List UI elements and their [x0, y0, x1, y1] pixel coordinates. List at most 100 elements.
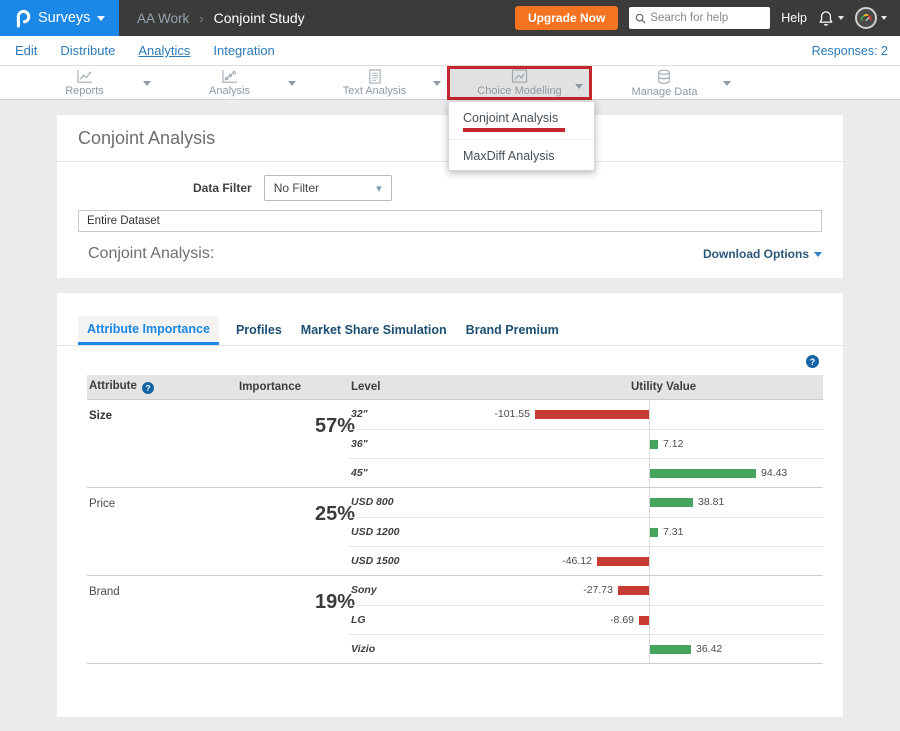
- nav-item-edit[interactable]: Edit: [15, 43, 38, 58]
- utility-bar-cell: 38.81: [449, 488, 823, 517]
- nav-item-analytics[interactable]: Analytics: [138, 43, 191, 58]
- level-label: 32": [351, 408, 368, 420]
- chevron-down-icon: [814, 251, 822, 257]
- utility-bar-cell: 94.43: [449, 459, 823, 488]
- breadcrumb-separator-icon: ›: [199, 10, 204, 26]
- importance-value: 19%: [315, 591, 356, 613]
- chevron-down-icon: [97, 15, 106, 21]
- notifications-button[interactable]: [818, 10, 844, 27]
- utility-bar-cell: -46.12: [449, 547, 823, 576]
- tab-profiles[interactable]: Profiles: [235, 323, 282, 337]
- utility-value-label: 7.12: [663, 438, 684, 450]
- toolbar-label: Manage Data: [631, 85, 698, 98]
- zero-axis-line: [649, 400, 650, 487]
- nav-item-distribute[interactable]: Distribute: [60, 43, 116, 58]
- positive-utility-bar: [650, 440, 658, 449]
- attribute-name: Size: [89, 410, 113, 422]
- level-label: Vizio: [351, 643, 376, 655]
- chevron-down-icon: ▾: [376, 182, 382, 195]
- section-nav: Edit Distribute Analytics Integration Re…: [0, 36, 900, 66]
- chevron-down-icon[interactable]: [723, 81, 731, 86]
- toolbar-item-choice-modelling[interactable]: Choice Modelling: [447, 66, 592, 100]
- level-row: USD 800 38.81: [349, 488, 823, 517]
- toolbar-item-reports[interactable]: Reports: [12, 66, 157, 100]
- upgrade-now-button[interactable]: Upgrade Now: [514, 6, 619, 30]
- level-label: Sony: [351, 584, 377, 596]
- toolbar-label: Reports: [65, 85, 104, 97]
- nav-item-integration[interactable]: Integration: [213, 43, 275, 58]
- chevron-down-icon[interactable]: [143, 81, 151, 86]
- toolbar-label: Choice Modelling: [477, 85, 562, 97]
- zero-axis-line: [649, 576, 650, 663]
- positive-utility-bar: [650, 528, 658, 537]
- search-input[interactable]: [650, 12, 761, 24]
- data-filter-row: Data Filter No Filter ▾: [57, 162, 843, 201]
- utility-bar-cell: -27.73: [449, 576, 823, 605]
- data-filter-label: Data Filter: [193, 181, 252, 195]
- results-tabs: Attribute Importance Profiles Market Sha…: [57, 316, 843, 346]
- topbar-right-group: Upgrade Now Help: [514, 6, 900, 30]
- chevron-down-icon[interactable]: [433, 81, 441, 86]
- header-attribute-label: Attribute: [89, 380, 137, 392]
- utility-table: Attribute? Importance Level Utility Valu…: [87, 375, 823, 664]
- level-row: Sony -27.73: [349, 576, 823, 605]
- responses-count[interactable]: Responses: 2: [811, 43, 888, 58]
- levels-column: Sony -27.73 LG -8.69 Vizio 36.42: [349, 576, 823, 663]
- zero-axis-line: [649, 488, 650, 575]
- search-icon: [635, 13, 646, 24]
- chevron-down-icon: [881, 16, 887, 20]
- annotation-red-underline: [463, 128, 565, 132]
- utility-bar-cell: 36.42: [449, 635, 823, 664]
- database-icon: [658, 69, 671, 84]
- analytics-toolbar: Reports Analysis Text Analysis: [0, 66, 900, 100]
- toolbar-label: Text Analysis: [342, 85, 407, 97]
- breadcrumb-folder[interactable]: AA Work: [137, 10, 190, 26]
- tab-attribute-importance[interactable]: Attribute Importance: [78, 316, 219, 345]
- level-label: 45": [351, 467, 368, 479]
- toolbar-label: Analysis: [209, 85, 250, 97]
- tab-market-share-simulation[interactable]: Market Share Simulation: [300, 323, 447, 337]
- help-question-icon[interactable]: ?: [806, 355, 819, 368]
- chevron-down-icon[interactable]: [288, 81, 296, 86]
- table-help-row: ?: [57, 346, 843, 373]
- chevron-down-icon[interactable]: [575, 84, 583, 89]
- line-chart-icon: [77, 69, 92, 83]
- download-options-label: Download Options: [703, 247, 809, 261]
- download-options-button[interactable]: Download Options: [703, 247, 822, 261]
- help-search-box[interactable]: [629, 7, 771, 29]
- page-title: Conjoint Analysis: [78, 128, 216, 148]
- menu-item-conjoint-analysis[interactable]: Conjoint Analysis: [449, 102, 594, 139]
- menu-item-maxdiff-analysis[interactable]: MaxDiff Analysis: [449, 139, 594, 170]
- utility-bar-cell: 7.12: [449, 430, 823, 459]
- header-level: Level: [351, 381, 381, 393]
- negative-utility-bar: [618, 586, 649, 595]
- toolbar-item-analysis[interactable]: Analysis: [157, 66, 302, 100]
- level-row: 32" -101.55: [349, 400, 823, 429]
- surveys-menu[interactable]: Surveys: [0, 0, 119, 36]
- attribute-group: Brand 19% Sony -27.73 LG -8.69 Vizio 36.42: [87, 575, 823, 663]
- attribute-help-icon[interactable]: ?: [141, 382, 154, 394]
- levels-column: 32" -101.55 36" 7.12 45" 94.43: [349, 400, 823, 487]
- section-heading-row: Conjoint Analysis: Download Options: [57, 232, 843, 278]
- level-row: 45" 94.43: [349, 458, 823, 487]
- positive-utility-bar: [650, 498, 693, 507]
- utility-bar-cell: -8.69: [449, 606, 823, 635]
- section-title: Conjoint Analysis:: [88, 245, 215, 262]
- level-row: Vizio 36.42: [349, 634, 823, 663]
- positive-utility-bar: [650, 469, 756, 478]
- menu-item-label: MaxDiff Analysis: [463, 149, 555, 163]
- utility-table-body: Size 57% 32" -101.55 36" 7.12 45" 94.43 Price 25%…: [87, 399, 823, 663]
- help-link[interactable]: Help: [781, 11, 807, 25]
- account-menu[interactable]: [855, 7, 887, 29]
- toolbar-item-text-analysis[interactable]: Text Analysis: [302, 66, 447, 100]
- importance-value: 57%: [315, 415, 356, 437]
- surveys-label: Surveys: [38, 10, 91, 26]
- dataset-scope-field[interactable]: Entire Dataset: [78, 210, 822, 232]
- data-filter-select[interactable]: No Filter ▾: [263, 175, 392, 201]
- choice-chart-icon: [511, 69, 528, 83]
- toolbar-item-manage-data[interactable]: Manage Data: [592, 66, 737, 100]
- header-attribute: Attribute?: [89, 380, 239, 394]
- level-label: 36": [351, 438, 368, 450]
- utility-bar-cell: -101.55: [449, 400, 823, 429]
- tab-brand-premium[interactable]: Brand Premium: [465, 323, 559, 337]
